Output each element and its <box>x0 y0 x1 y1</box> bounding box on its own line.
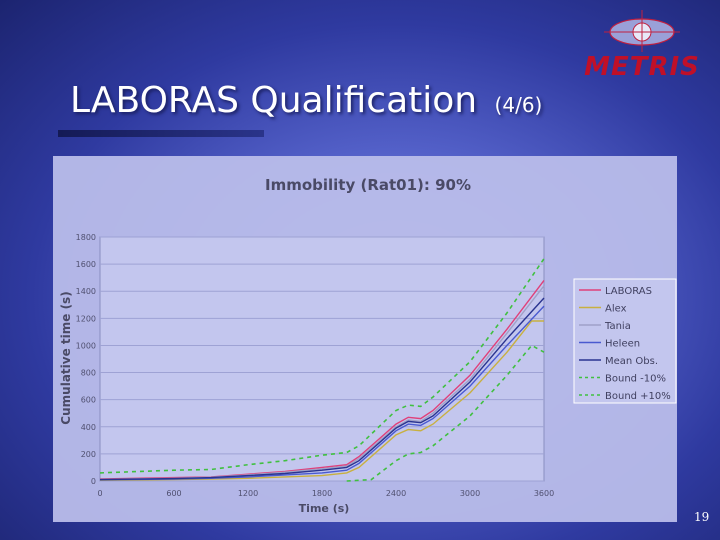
x-axis-label: Time (s) <box>299 502 350 515</box>
x-tick-label: 3600 <box>534 489 554 498</box>
legend-entry: Mean Obs. <box>605 356 658 367</box>
series-line-alex <box>99 320 544 481</box>
y-tick-label: 800 <box>81 369 96 378</box>
legend-entry: LABORAS <box>605 286 652 297</box>
series-line-bound-10 <box>99 258 545 474</box>
legend-entry: Bound -10% <box>605 374 666 385</box>
title-underline-bar <box>58 130 264 137</box>
series-line-bound-10 <box>346 344 545 482</box>
legend-box <box>573 278 677 404</box>
y-tick-label: 1000 <box>76 341 96 350</box>
metris-logo: METRIS <box>576 8 708 82</box>
legend-entry: Bound +10% <box>605 391 671 402</box>
x-tick-label: 1800 <box>312 489 332 498</box>
slide-title: LABORAS Qualification (4/6) <box>70 80 542 121</box>
legend-entry: Tania <box>604 321 631 332</box>
plot-area <box>99 236 545 482</box>
chart-title: Immobility (Rat01): 90% <box>265 176 471 194</box>
logo-text: METRIS <box>584 52 700 82</box>
y-tick-label: 0 <box>91 477 96 486</box>
y-tick-label: 200 <box>81 450 96 459</box>
y-axis-label: Cumulative time (s) <box>59 291 73 424</box>
slide-title-main: LABORAS Qualification <box>70 80 478 121</box>
legend-entry: Heleen <box>605 339 640 350</box>
y-tick-label: 600 <box>81 396 96 405</box>
y-tick-label: 1600 <box>76 260 96 269</box>
x-tick-label: 1200 <box>238 489 258 498</box>
y-tick-label: 1400 <box>76 287 96 296</box>
series-line-mean-obs <box>99 297 545 481</box>
x-tick-label: 600 <box>166 489 181 498</box>
y-tick-label: 1200 <box>76 314 96 323</box>
x-tick-label: 0 <box>97 489 102 498</box>
y-tick-label: 1800 <box>76 233 96 242</box>
logo-emblem <box>604 10 680 52</box>
y-tick-label: 400 <box>81 423 96 432</box>
slide-title-suffix: (4/6) <box>494 93 543 117</box>
page-number: 19 <box>694 510 710 524</box>
x-tick-label: 3000 <box>460 489 480 498</box>
legend-entry: Alex <box>605 304 627 315</box>
x-tick-label: 2400 <box>386 489 406 498</box>
series-line-heleen <box>99 305 545 481</box>
